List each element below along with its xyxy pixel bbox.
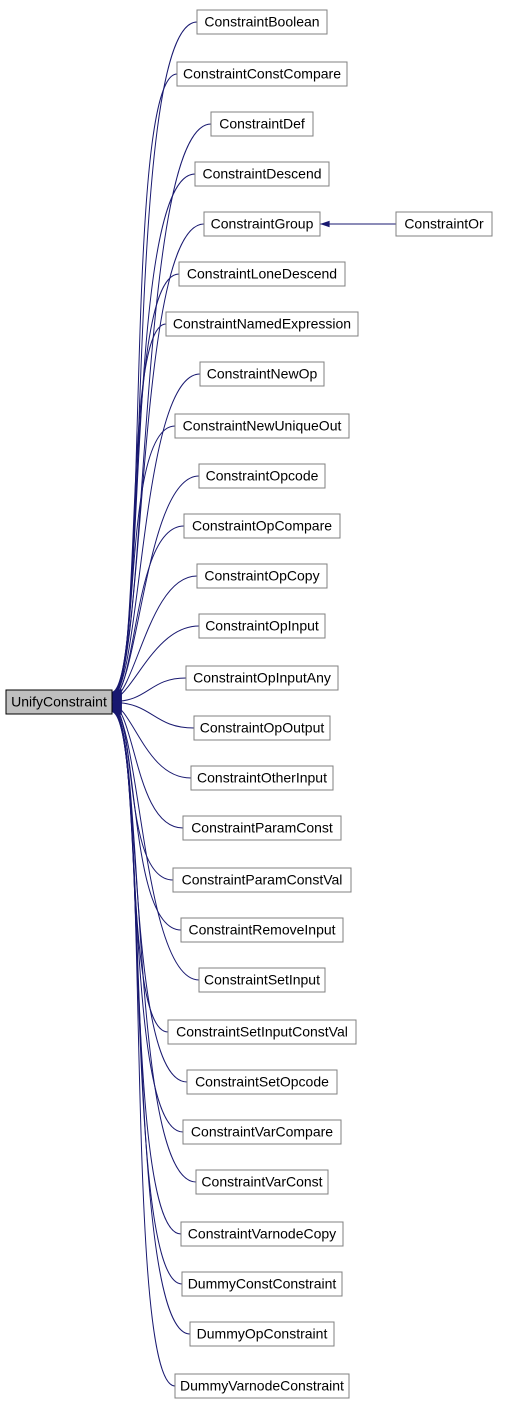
node-n4: ConstraintGroup — [204, 212, 320, 236]
node-n24: ConstraintVarnodeCopy — [181, 1222, 343, 1246]
node-n23-label: ConstraintVarConst — [201, 1174, 322, 1190]
node-n11-label: ConstraintOpCopy — [204, 568, 319, 584]
node-n6: ConstraintNamedExpression — [166, 312, 358, 336]
node-n3: ConstraintDescend — [195, 162, 329, 186]
node-n7-label: ConstraintNewOp — [207, 366, 318, 382]
node-n22: ConstraintVarCompare — [183, 1120, 341, 1144]
node-n14: ConstraintOpOutput — [194, 716, 330, 740]
node-n2-label: ConstraintDef — [219, 116, 305, 132]
node-n8: ConstraintNewUniqueOut — [175, 414, 349, 438]
node-n13-label: ConstraintOpInputAny — [193, 670, 331, 686]
node-n20: ConstraintSetInputConstVal — [168, 1020, 356, 1044]
node-n16: ConstraintParamConst — [183, 816, 341, 840]
node-n14-label: ConstraintOpOutput — [200, 720, 325, 736]
node-n1-label: ConstraintConstCompare — [183, 66, 341, 82]
node-root: UnifyConstraint — [6, 690, 112, 714]
node-n18: ConstraintRemoveInput — [181, 918, 343, 942]
node-n6-label: ConstraintNamedExpression — [173, 316, 351, 332]
node-n19: ConstraintSetInput — [199, 968, 325, 992]
node-n1: ConstraintConstCompare — [177, 62, 347, 86]
node-n21-label: ConstraintSetOpcode — [195, 1074, 329, 1090]
node-n7: ConstraintNewOp — [200, 362, 324, 386]
node-n26-label: DummyOpConstraint — [197, 1326, 328, 1342]
node-root-label: UnifyConstraint — [11, 694, 107, 710]
node-n21: ConstraintSetOpcode — [187, 1070, 337, 1094]
node-n9: ConstraintOpcode — [199, 464, 325, 488]
node-n25: DummyConstConstraint — [182, 1272, 342, 1296]
node-n20-label: ConstraintSetInputConstVal — [176, 1024, 348, 1040]
node-n23: ConstraintVarConst — [196, 1170, 328, 1194]
node-g0-label: ConstraintOr — [404, 216, 484, 232]
node-n3-label: ConstraintDescend — [202, 166, 321, 182]
node-g0: ConstraintOr — [396, 212, 492, 236]
node-n27-label: DummyVarnodeConstraint — [180, 1378, 344, 1394]
node-n8-label: ConstraintNewUniqueOut — [183, 418, 342, 434]
node-n13: ConstraintOpInputAny — [186, 666, 338, 690]
node-n2: ConstraintDef — [211, 112, 313, 136]
node-n26: DummyOpConstraint — [190, 1322, 334, 1346]
node-n5-label: ConstraintLoneDescend — [187, 266, 337, 282]
node-n27: DummyVarnodeConstraint — [175, 1374, 349, 1398]
node-n10-label: ConstraintOpCompare — [192, 518, 332, 534]
node-n9-label: ConstraintOpcode — [206, 468, 319, 484]
node-n17: ConstraintParamConstVal — [173, 868, 351, 892]
node-n17-label: ConstraintParamConstVal — [182, 872, 343, 888]
node-n15: ConstraintOtherInput — [191, 766, 333, 790]
node-n5: ConstraintLoneDescend — [179, 262, 345, 286]
node-n18-label: ConstraintRemoveInput — [188, 922, 335, 938]
node-n16-label: ConstraintParamConst — [191, 820, 333, 836]
node-n24-label: ConstraintVarnodeCopy — [188, 1226, 336, 1242]
node-n19-label: ConstraintSetInput — [204, 972, 320, 988]
node-n10: ConstraintOpCompare — [184, 514, 340, 538]
node-n11: ConstraintOpCopy — [197, 564, 327, 588]
node-n4-label: ConstraintGroup — [211, 216, 314, 232]
node-n0-label: ConstraintBoolean — [204, 14, 319, 30]
node-n0: ConstraintBoolean — [197, 10, 327, 34]
node-n22-label: ConstraintVarCompare — [191, 1124, 333, 1140]
node-n12: ConstraintOpInput — [199, 614, 325, 638]
node-n25-label: DummyConstConstraint — [188, 1276, 337, 1292]
node-n15-label: ConstraintOtherInput — [197, 770, 327, 786]
node-n12-label: ConstraintOpInput — [205, 618, 319, 634]
